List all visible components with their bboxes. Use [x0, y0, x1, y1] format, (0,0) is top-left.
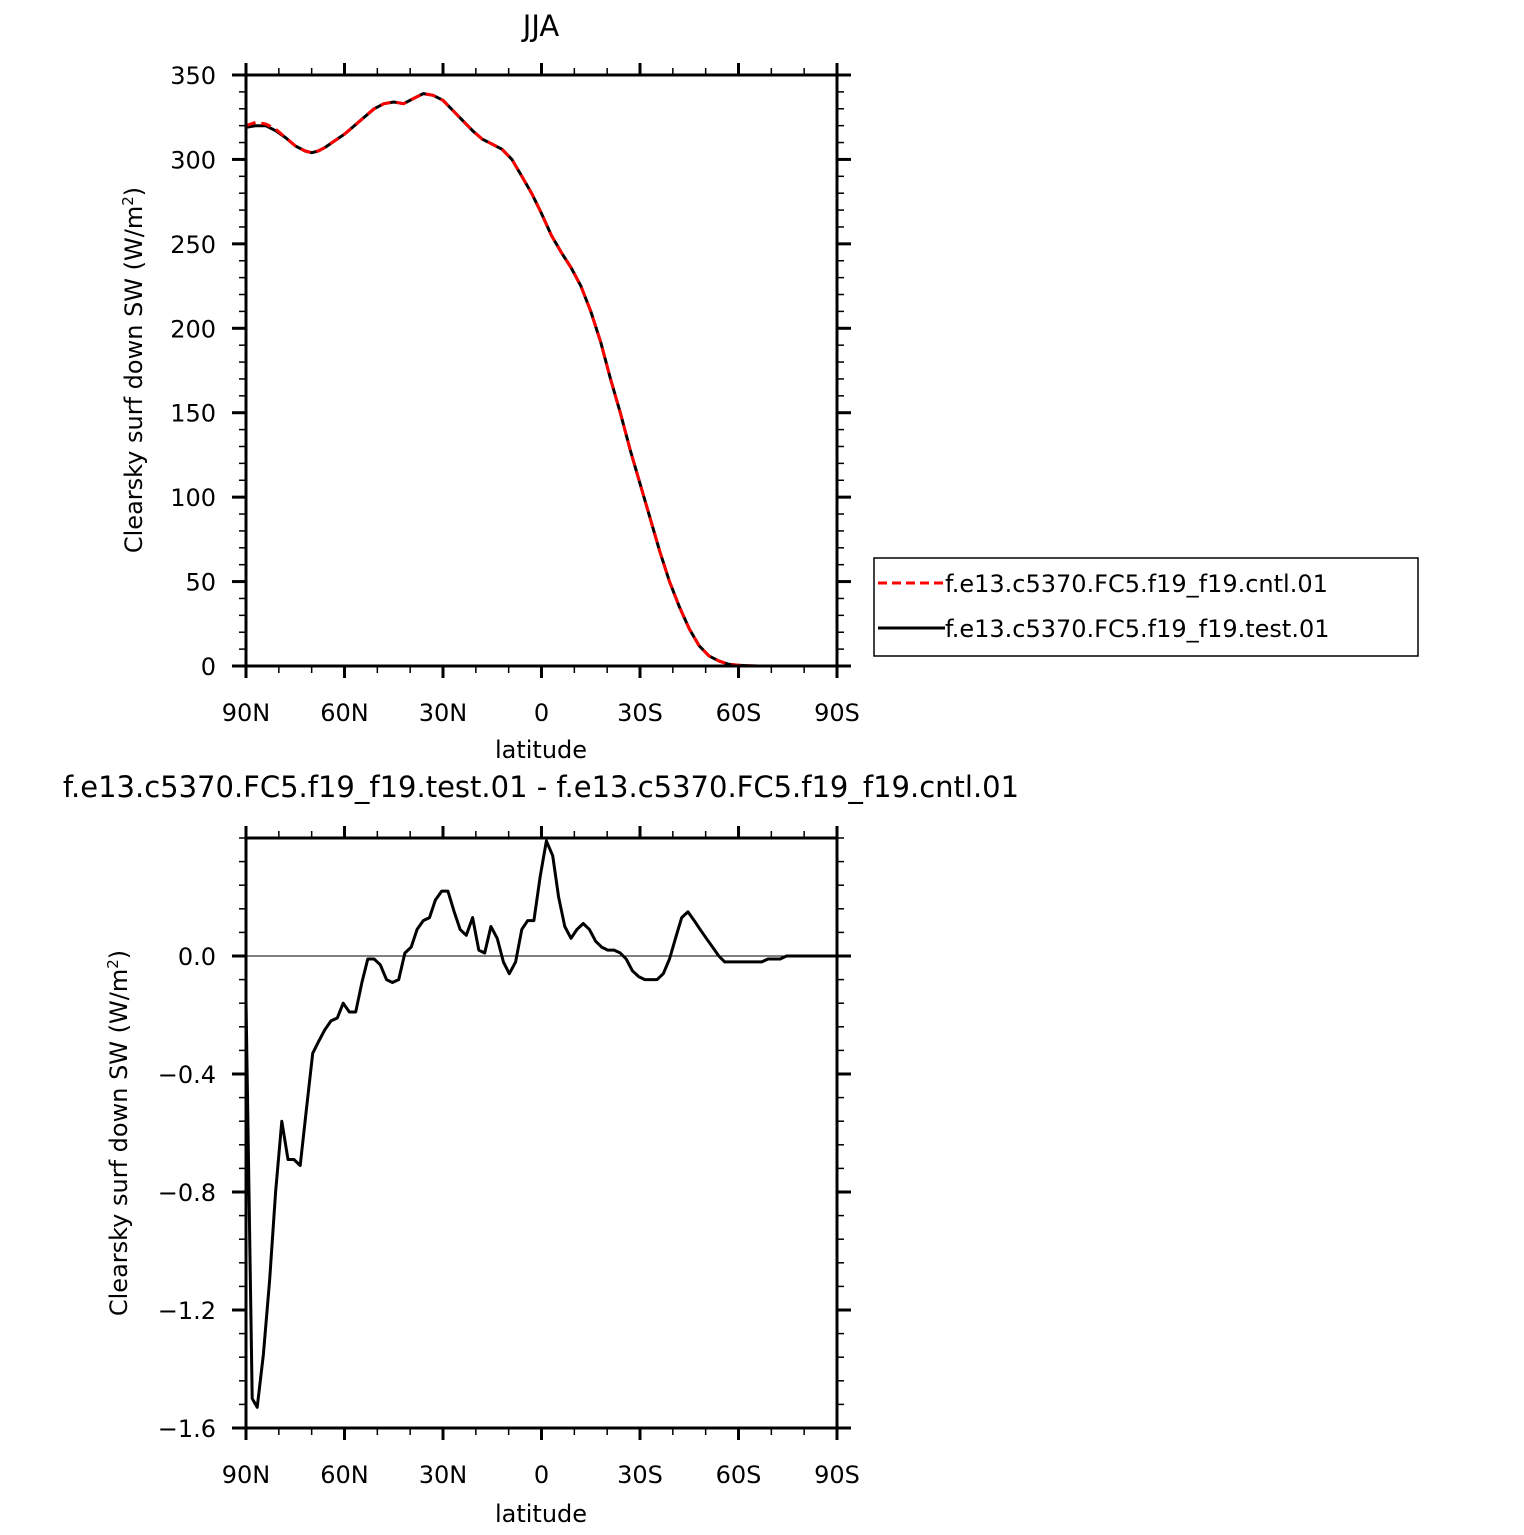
top-y-axis-title-close: ): [120, 187, 148, 196]
x-tick-label: 30S: [617, 1461, 663, 1489]
x-tick-label: 0: [534, 699, 549, 727]
series-line-0: [244, 839, 837, 1409]
y-tick-label: 250: [170, 231, 216, 259]
x-tick-label: 90N: [222, 699, 271, 727]
bottom-minor-ticks: [239, 831, 844, 1435]
series-line-0: [245, 92, 837, 668]
legend-label-test: f.e13.c5370.FC5.f19_f19.test.01: [945, 615, 1330, 643]
bottom-x-axis-title: latitude: [495, 1500, 587, 1528]
series-line-1: [245, 92, 837, 668]
y-tick-label: −0.4: [158, 1061, 216, 1089]
top-series-group: [245, 92, 837, 668]
bottom-plot-area: 90N 60N 30N 0 30S 60S 90S −1.6 −1.2 −0.8 −0.4 0.0: [158, 826, 860, 1489]
y-tick-label: 0.0: [178, 943, 216, 971]
bottom-y-axis-title-main: Clearsky surf down SW (W/m: [105, 969, 133, 1316]
bottom-panel-title: f.e13.c5370.FC5.f19_f19.test.01 - f.e13.…: [63, 770, 1019, 804]
x-tick-label: 60S: [716, 1461, 762, 1489]
y-tick-label: 100: [170, 484, 216, 512]
top-y-axis-title: Clearsky surf down SW (W/m2): [119, 187, 148, 553]
legend-label-cntl: f.e13.c5370.FC5.f19_f19.cntl.01: [945, 570, 1328, 598]
x-tick-label: 60N: [320, 1461, 369, 1489]
bottom-x-ticks: 90N 60N 30N 0 30S 60S 90S: [222, 826, 860, 1489]
top-y-ticks: 0 50 100 150 200 250 300 350: [170, 62, 851, 681]
svg-text:Clearsky surf down SW (W/m2): Clearsky surf down SW (W/m2): [104, 950, 133, 1316]
top-panel-title: JJA: [521, 9, 560, 43]
svg-text:Clearsky surf down SW (W/m2): Clearsky surf down SW (W/m2): [119, 187, 148, 553]
bottom-plot-frame: [244, 836, 839, 1430]
bottom-y-axis-title: Clearsky surf down SW (W/m2): [104, 950, 133, 1316]
bottom-y-ticks: −1.6 −1.2 −0.8 −0.4 0.0: [158, 943, 851, 1443]
bottom-y-axis-title-close: ): [105, 950, 133, 959]
y-tick-label: 0: [201, 653, 216, 681]
x-tick-label: 30N: [419, 699, 468, 727]
top-y-axis-title-main: Clearsky surf down SW (W/m: [120, 206, 148, 553]
top-plot-area: 90N 60N 30N 0 30S 60S 90S 0 50 100 150 200 250 300 35…: [170, 62, 860, 727]
top-x-ticks: 90N 60N 30N 0 30S 60S 90S: [222, 63, 860, 727]
x-tick-label: 30S: [617, 699, 663, 727]
x-tick-label: 60S: [716, 699, 762, 727]
legend-box: [873, 557, 1419, 657]
y-tick-label: −0.8: [158, 1179, 216, 1207]
y-tick-label: 50: [185, 569, 216, 597]
bottom-panel: f.e13.c5370.FC5.f19_f19.test.01 - f.e13.…: [63, 770, 1019, 1528]
x-tick-label: 30N: [419, 1461, 468, 1489]
y-tick-label: −1.6: [158, 1415, 216, 1443]
top-x-axis-title: latitude: [495, 736, 587, 764]
top-y-axis-title-sup: 2: [119, 196, 137, 206]
x-tick-label: 90S: [814, 699, 860, 727]
x-tick-label: 90S: [814, 1461, 860, 1489]
y-tick-label: 150: [170, 400, 216, 428]
top-plot-frame: [244, 73, 839, 668]
x-tick-label: 60N: [320, 699, 369, 727]
y-tick-label: 200: [170, 315, 216, 343]
x-tick-label: 90N: [222, 1461, 271, 1489]
y-tick-label: 300: [170, 146, 216, 174]
bottom-series-group: [244, 839, 851, 1409]
legend: f.e13.c5370.FC5.f19_f19.cntl.01 f.e13.c5…: [873, 557, 1419, 657]
x-tick-label: 0: [534, 1461, 549, 1489]
top-panel: JJA 90N 60N 30N 0 30S 60S 90S 0 50 100 150 200 250 3…: [119, 9, 1419, 764]
top-minor-ticks: [239, 68, 844, 673]
bottom-y-axis-title-sup: 2: [104, 959, 122, 969]
y-tick-label: 350: [170, 62, 216, 90]
y-tick-label: −1.2: [158, 1297, 216, 1325]
